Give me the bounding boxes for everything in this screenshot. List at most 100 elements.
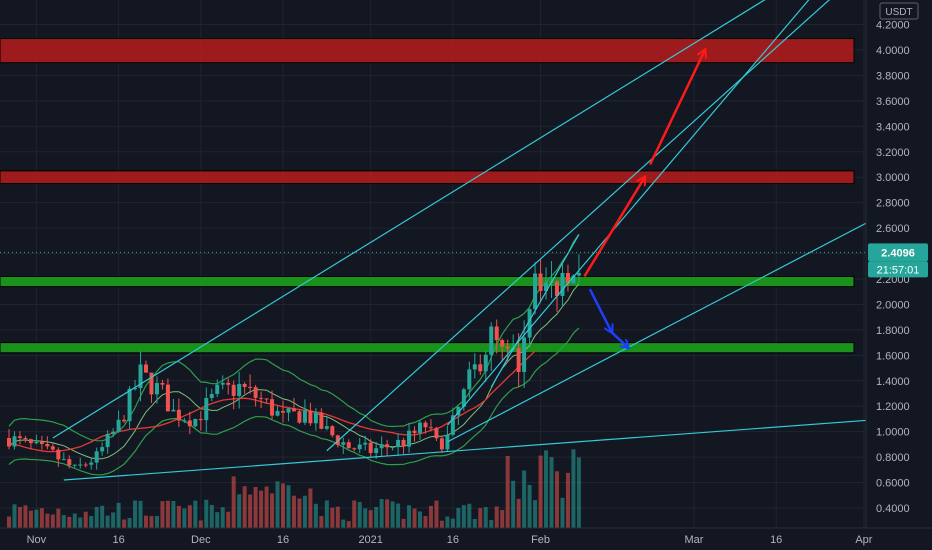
candle-body bbox=[324, 426, 329, 429]
y-tick-label: 3.6000 bbox=[876, 96, 910, 108]
volume-bar bbox=[39, 508, 44, 528]
volume-bar bbox=[439, 520, 444, 528]
candle-body bbox=[122, 419, 127, 422]
candle-body bbox=[576, 273, 581, 276]
resistance-zone bbox=[0, 38, 855, 64]
volume-bar bbox=[83, 511, 88, 528]
candle-body bbox=[182, 420, 187, 422]
candle-body bbox=[231, 384, 236, 396]
candle-body bbox=[138, 364, 143, 389]
y-tick-label: 1.0000 bbox=[876, 427, 910, 439]
candle-body bbox=[17, 436, 22, 438]
trendline bbox=[326, 0, 830, 452]
arrow-up-target-2 bbox=[649, 50, 705, 166]
volume-bar bbox=[209, 504, 214, 528]
trendlines bbox=[52, 0, 887, 481]
candle-body bbox=[7, 438, 11, 447]
candle-body bbox=[111, 431, 116, 434]
volume-bar bbox=[193, 500, 198, 528]
volume-bar bbox=[390, 501, 395, 528]
x-tick-label: 16 bbox=[770, 534, 782, 546]
volume-bar bbox=[478, 508, 483, 528]
x-tick-label: 16 bbox=[112, 534, 124, 546]
candle-body bbox=[226, 382, 231, 385]
volume-bar bbox=[456, 507, 461, 528]
candle-body bbox=[72, 464, 77, 466]
candle-body bbox=[50, 446, 55, 450]
volume-bar bbox=[363, 508, 368, 528]
candle-body bbox=[160, 382, 165, 385]
volume-bar bbox=[407, 505, 412, 528]
candle-body bbox=[89, 462, 94, 465]
candle-body bbox=[291, 408, 296, 412]
volume-bar bbox=[396, 503, 401, 528]
volume-bar bbox=[472, 518, 477, 528]
x-tick-label: 16 bbox=[447, 534, 459, 546]
y-tick-label: 1.8000 bbox=[876, 325, 910, 337]
volume-bar bbox=[204, 499, 209, 528]
unit-box bbox=[879, 2, 919, 20]
volume-bar bbox=[461, 505, 466, 528]
volume-bar bbox=[248, 494, 253, 528]
volume-bar bbox=[341, 519, 346, 528]
x-tick-label: 16 bbox=[277, 534, 289, 546]
y-tick-label: 2.0000 bbox=[876, 299, 910, 311]
arrow-up-target-1 bbox=[583, 177, 644, 278]
candle-body bbox=[154, 382, 159, 395]
candle-body bbox=[215, 384, 220, 394]
volume-bar bbox=[335, 506, 340, 528]
volume-bar bbox=[368, 510, 373, 528]
volume-bar bbox=[127, 518, 132, 528]
volume-bar bbox=[489, 520, 494, 528]
volume-bar bbox=[78, 517, 83, 528]
volume-bar bbox=[270, 493, 275, 528]
volume-bar bbox=[237, 494, 242, 528]
candle-body bbox=[544, 282, 549, 291]
countdown-label: 21:57:01 bbox=[877, 264, 920, 276]
candle-body bbox=[187, 420, 192, 427]
volume-bar bbox=[330, 507, 335, 528]
time-axis: Nov 16 Dec 16 2021 16 Feb Mar 16 Apr bbox=[0, 527, 932, 550]
y-tick-label: 0.6000 bbox=[876, 478, 910, 490]
candle-body bbox=[461, 389, 466, 407]
candle-body bbox=[34, 441, 39, 444]
candle-body bbox=[94, 451, 99, 463]
volume-bar bbox=[418, 511, 422, 528]
candles bbox=[7, 254, 581, 470]
volume-bar bbox=[324, 500, 329, 528]
candle-body bbox=[538, 273, 543, 291]
candle-body bbox=[264, 398, 269, 400]
volume-bar bbox=[144, 515, 148, 528]
y-tick-label: 4.2000 bbox=[876, 20, 910, 32]
volume-bar bbox=[302, 495, 307, 528]
volume-bar bbox=[291, 495, 296, 528]
candle-body bbox=[533, 273, 538, 310]
y-tick-label: 1.4000 bbox=[876, 376, 910, 388]
candle-body bbox=[560, 272, 565, 296]
x-tick-label: Nov bbox=[27, 534, 47, 546]
candle-body bbox=[472, 364, 477, 370]
volume-bar bbox=[571, 449, 576, 528]
candle-body bbox=[204, 398, 209, 421]
volume-bar bbox=[122, 519, 127, 528]
candle-body bbox=[78, 464, 83, 466]
candle-body bbox=[144, 364, 148, 373]
y-tick-label: 3.0000 bbox=[876, 172, 910, 184]
volume-bar bbox=[505, 456, 510, 528]
candle-body bbox=[127, 388, 132, 422]
volume-bar bbox=[516, 498, 521, 528]
volume-bar bbox=[253, 487, 258, 528]
candle-body bbox=[412, 430, 417, 433]
candle-body bbox=[363, 442, 368, 445]
volume-bar bbox=[259, 490, 264, 528]
price-axis-unit: USDT bbox=[885, 7, 912, 18]
trendline bbox=[446, 0, 810, 426]
y-tick-label: 0.4000 bbox=[876, 503, 910, 515]
candle-body bbox=[352, 448, 357, 450]
price-axis: USDT 4.2000 4.0000 3.8000 3.6000 3.4000 3.2000… bbox=[865, 0, 932, 550]
volume-bar bbox=[385, 499, 390, 528]
volume-bar bbox=[182, 508, 187, 528]
volume-bars bbox=[7, 449, 581, 528]
